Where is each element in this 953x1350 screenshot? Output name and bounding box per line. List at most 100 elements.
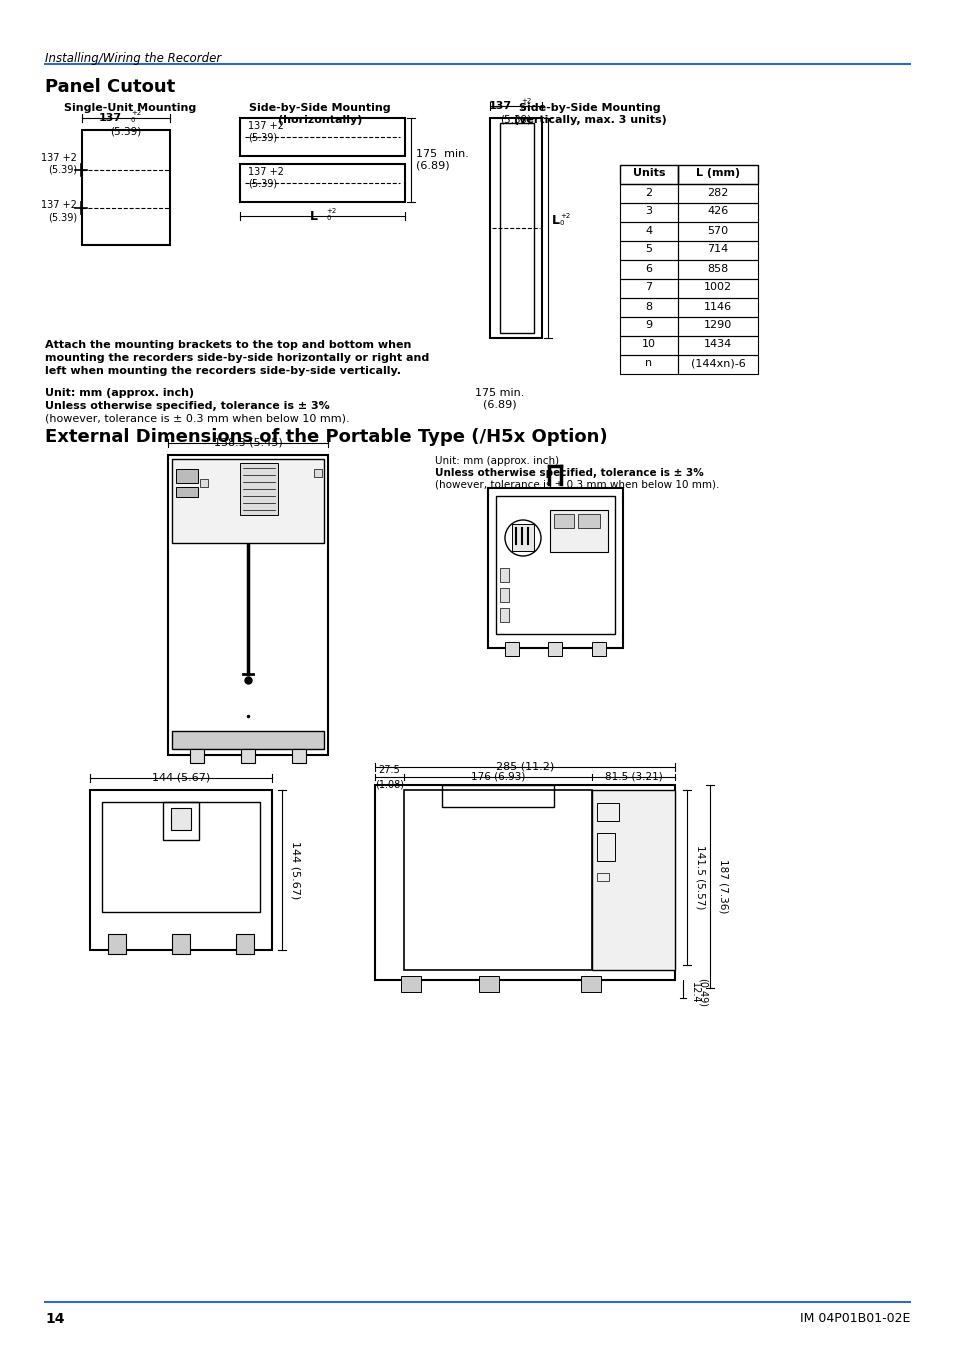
Text: (however, tolerance is ± 0.3 mm when below 10 mm).: (however, tolerance is ± 0.3 mm when bel… — [435, 481, 719, 490]
Bar — [619, 298, 678, 317]
Text: 137: 137 — [99, 113, 122, 123]
Text: 0: 0 — [131, 117, 135, 123]
Bar — [168, 455, 328, 755]
Text: 858: 858 — [706, 263, 728, 274]
Text: L: L — [552, 215, 559, 228]
Bar — [548, 643, 562, 656]
Bar — [175, 468, 198, 483]
Bar — [172, 459, 324, 543]
Text: 3: 3 — [645, 207, 652, 216]
Text: n: n — [645, 359, 652, 369]
Text: Unit: mm (approx. inch): Unit: mm (approx. inch) — [435, 456, 558, 466]
Text: (however, tolerance is ± 0.3 mm when below 10 mm).: (however, tolerance is ± 0.3 mm when bel… — [45, 414, 349, 424]
Text: (5.39): (5.39) — [48, 165, 77, 176]
Text: 27.5: 27.5 — [378, 765, 400, 775]
Bar — [619, 221, 678, 242]
Bar — [597, 833, 615, 861]
Text: +2: +2 — [131, 109, 141, 116]
Bar — [403, 790, 592, 971]
Text: 137 +2: 137 +2 — [41, 200, 77, 211]
Bar — [240, 163, 405, 202]
Text: Units: Units — [632, 169, 664, 178]
Text: mounting the recorders side-by-side horizontally or right and: mounting the recorders side-by-side hori… — [45, 352, 429, 363]
Text: (0.49): (0.49) — [698, 979, 707, 1007]
Text: 1290: 1290 — [703, 320, 731, 331]
Bar — [488, 487, 622, 648]
Bar — [82, 130, 170, 244]
Bar — [597, 873, 608, 882]
Text: 282: 282 — [706, 188, 728, 197]
Text: (5.39): (5.39) — [500, 113, 531, 124]
Bar — [490, 117, 541, 338]
Text: 175 min.: 175 min. — [475, 387, 524, 398]
Text: 570: 570 — [707, 225, 728, 235]
Bar — [619, 355, 678, 374]
Bar — [314, 468, 322, 477]
Text: Unless otherwise specified, tolerance is ± 3%: Unless otherwise specified, tolerance is… — [435, 468, 703, 478]
Text: left when mounting the recorders side-by-side vertically.: left when mounting the recorders side-by… — [45, 366, 400, 377]
Bar — [678, 336, 758, 355]
Text: 2: 2 — [645, 188, 652, 197]
Bar — [200, 479, 208, 487]
Text: Unless otherwise specified, tolerance is ± 3%: Unless otherwise specified, tolerance is… — [45, 401, 330, 410]
Text: 137: 137 — [488, 101, 512, 111]
Text: 714: 714 — [706, 244, 728, 255]
Bar — [171, 809, 191, 830]
Bar — [496, 495, 615, 634]
Text: 175  min.: 175 min. — [416, 148, 468, 159]
Text: Installing/Wiring the Recorder: Installing/Wiring the Recorder — [45, 53, 221, 65]
Text: (6.89): (6.89) — [482, 400, 517, 410]
Text: 1146: 1146 — [703, 301, 731, 312]
Bar — [678, 298, 758, 317]
Text: 10: 10 — [641, 339, 656, 350]
Text: 9: 9 — [645, 320, 652, 331]
Text: 0: 0 — [559, 220, 564, 225]
Text: 138.5 (5.45): 138.5 (5.45) — [213, 437, 282, 448]
Bar — [109, 934, 126, 954]
Text: Side-by-Side Mounting
(horizontally): Side-by-Side Mounting (horizontally) — [249, 103, 391, 124]
Text: 144 (5.67): 144 (5.67) — [291, 841, 301, 899]
Text: 137 +2: 137 +2 — [248, 122, 284, 131]
Text: 7: 7 — [645, 282, 652, 293]
Text: 0: 0 — [520, 105, 525, 111]
Text: Panel Cutout: Panel Cutout — [45, 78, 175, 96]
Bar — [619, 242, 678, 261]
Bar — [580, 976, 600, 992]
Text: 5: 5 — [645, 244, 652, 255]
Bar — [375, 784, 675, 980]
Text: 176 (6.93): 176 (6.93) — [471, 772, 525, 782]
Bar — [550, 510, 607, 552]
Text: 187 (7.36): 187 (7.36) — [719, 860, 728, 914]
Text: 4: 4 — [645, 225, 652, 235]
Text: Side-by-Side Mounting
(vertically, max. 3 units): Side-by-Side Mounting (vertically, max. … — [513, 103, 666, 124]
Bar — [163, 802, 199, 840]
Text: 1002: 1002 — [703, 282, 731, 293]
Text: 137 +2: 137 +2 — [41, 153, 77, 163]
Text: (6.89): (6.89) — [416, 161, 449, 171]
Text: IM 04P01B01-02E: IM 04P01B01-02E — [799, 1312, 909, 1324]
Text: Unit: mm (approx. inch): Unit: mm (approx. inch) — [45, 387, 193, 398]
Text: External Dimensions of the Portable Type (/H5x Option): External Dimensions of the Portable Type… — [45, 428, 607, 446]
Bar — [512, 524, 534, 551]
Bar — [591, 643, 605, 656]
Bar — [619, 261, 678, 279]
Bar — [175, 487, 198, 497]
Text: 426: 426 — [706, 207, 728, 216]
Bar — [678, 221, 758, 242]
Text: L: L — [309, 209, 317, 223]
Bar — [292, 749, 306, 763]
Bar — [619, 317, 678, 336]
Text: Attach the mounting brackets to the top and bottom when: Attach the mounting brackets to the top … — [45, 340, 411, 350]
Text: +2: +2 — [326, 208, 336, 215]
Bar — [592, 790, 675, 971]
Bar — [499, 608, 509, 622]
Bar — [619, 336, 678, 355]
Bar — [678, 279, 758, 298]
Bar — [499, 589, 509, 602]
Bar — [499, 123, 534, 333]
Bar — [619, 279, 678, 298]
Bar — [678, 355, 758, 374]
Bar — [90, 790, 272, 950]
Bar — [678, 242, 758, 261]
Bar — [678, 202, 758, 221]
